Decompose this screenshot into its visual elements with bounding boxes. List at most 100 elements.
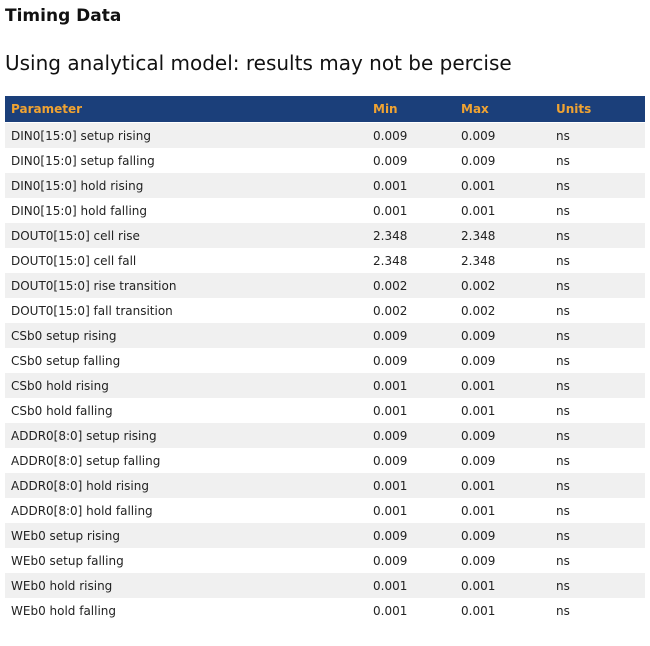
cell-units: ns [550, 348, 645, 373]
cell-max: 0.002 [455, 298, 550, 323]
timing-data-table: Parameter Min Max Units DIN0[15:0] setup… [5, 96, 645, 623]
cell-min: 0.001 [367, 473, 455, 498]
cell-units: ns [550, 298, 645, 323]
cell-units: ns [550, 273, 645, 298]
table-row: ADDR0[8:0] setup rising 0.009 0.009 ns [5, 423, 645, 448]
cell-units: ns [550, 248, 645, 273]
table-body: DIN0[15:0] setup rising 0.009 0.009 ns D… [5, 123, 645, 623]
cell-min: 0.009 [367, 123, 455, 148]
cell-parameter: DIN0[15:0] setup rising [5, 123, 367, 148]
cell-units: ns [550, 323, 645, 348]
cell-min: 2.348 [367, 248, 455, 273]
cell-max: 0.002 [455, 273, 550, 298]
table-row: CSb0 hold falling 0.001 0.001 ns [5, 398, 645, 423]
table-row: WEb0 setup falling 0.009 0.009 ns [5, 548, 645, 573]
table-header-row: Parameter Min Max Units [5, 96, 645, 123]
cell-units: ns [550, 498, 645, 523]
cell-min: 0.001 [367, 498, 455, 523]
column-header-max: Max [455, 96, 550, 123]
table-row: DIN0[15:0] hold falling 0.001 0.001 ns [5, 198, 645, 223]
cell-parameter: DOUT0[15:0] rise transition [5, 273, 367, 298]
table-row: DIN0[15:0] setup falling 0.009 0.009 ns [5, 148, 645, 173]
cell-parameter: ADDR0[8:0] hold falling [5, 498, 367, 523]
cell-parameter: ADDR0[8:0] hold rising [5, 473, 367, 498]
cell-units: ns [550, 173, 645, 198]
cell-max: 0.001 [455, 398, 550, 423]
cell-max: 0.001 [455, 573, 550, 598]
cell-max: 0.009 [455, 448, 550, 473]
table-row: DIN0[15:0] setup rising 0.009 0.009 ns [5, 123, 645, 148]
cell-min: 0.001 [367, 198, 455, 223]
cell-parameter: DIN0[15:0] setup falling [5, 148, 367, 173]
table-row: DOUT0[15:0] rise transition 0.002 0.002 … [5, 273, 645, 298]
cell-max: 0.001 [455, 198, 550, 223]
cell-min: 0.009 [367, 348, 455, 373]
cell-units: ns [550, 423, 645, 448]
cell-min: 0.001 [367, 173, 455, 198]
cell-units: ns [550, 223, 645, 248]
cell-units: ns [550, 373, 645, 398]
cell-units: ns [550, 398, 645, 423]
cell-min: 0.009 [367, 548, 455, 573]
table-row: DIN0[15:0] hold rising 0.001 0.001 ns [5, 173, 645, 198]
cell-min: 0.002 [367, 273, 455, 298]
table-row: DOUT0[15:0] cell fall 2.348 2.348 ns [5, 248, 645, 273]
cell-min: 0.009 [367, 448, 455, 473]
cell-min: 0.001 [367, 598, 455, 623]
cell-parameter: CSb0 hold falling [5, 398, 367, 423]
column-header-parameter: Parameter [5, 96, 367, 123]
column-header-min: Min [367, 96, 455, 123]
cell-max: 0.001 [455, 373, 550, 398]
cell-min: 0.009 [367, 523, 455, 548]
cell-max: 0.009 [455, 548, 550, 573]
cell-min: 0.009 [367, 423, 455, 448]
cell-units: ns [550, 598, 645, 623]
cell-parameter: CSb0 setup falling [5, 348, 367, 373]
cell-parameter: CSb0 hold rising [5, 373, 367, 398]
table-row: CSb0 hold rising 0.001 0.001 ns [5, 373, 645, 398]
table-row: ADDR0[8:0] hold falling 0.001 0.001 ns [5, 498, 645, 523]
cell-max: 0.001 [455, 473, 550, 498]
cell-units: ns [550, 448, 645, 473]
table-row: WEb0 setup rising 0.009 0.009 ns [5, 523, 645, 548]
cell-parameter: DOUT0[15:0] cell fall [5, 248, 367, 273]
cell-min: 0.001 [367, 573, 455, 598]
cell-parameter: WEb0 setup falling [5, 548, 367, 573]
cell-max: 0.009 [455, 423, 550, 448]
cell-max: 2.348 [455, 248, 550, 273]
table-row: CSb0 setup falling 0.009 0.009 ns [5, 348, 645, 373]
cell-max: 0.001 [455, 498, 550, 523]
cell-min: 0.009 [367, 323, 455, 348]
cell-min: 0.001 [367, 398, 455, 423]
cell-max: 0.009 [455, 148, 550, 173]
table-row: ADDR0[8:0] setup falling 0.009 0.009 ns [5, 448, 645, 473]
table-row: DOUT0[15:0] cell rise 2.348 2.348 ns [5, 223, 645, 248]
cell-parameter: WEb0 hold rising [5, 573, 367, 598]
cell-units: ns [550, 548, 645, 573]
cell-parameter: ADDR0[8:0] setup falling [5, 448, 367, 473]
cell-units: ns [550, 573, 645, 598]
table-row: DOUT0[15:0] fall transition 0.002 0.002 … [5, 298, 645, 323]
table-row: WEb0 hold rising 0.001 0.001 ns [5, 573, 645, 598]
cell-parameter: ADDR0[8:0] setup rising [5, 423, 367, 448]
cell-parameter: WEb0 setup rising [5, 523, 367, 548]
page-title: Timing Data [5, 6, 122, 26]
table-row: CSb0 setup rising 0.009 0.009 ns [5, 323, 645, 348]
page-subtitle: Using analytical model: results may not … [5, 51, 512, 75]
cell-parameter: CSb0 setup rising [5, 323, 367, 348]
cell-max: 0.001 [455, 598, 550, 623]
cell-parameter: DIN0[15:0] hold falling [5, 198, 367, 223]
table-row: WEb0 hold falling 0.001 0.001 ns [5, 598, 645, 623]
cell-min: 0.009 [367, 148, 455, 173]
cell-max: 0.001 [455, 173, 550, 198]
cell-units: ns [550, 473, 645, 498]
cell-max: 0.009 [455, 523, 550, 548]
cell-parameter: WEb0 hold falling [5, 598, 367, 623]
cell-max: 0.009 [455, 123, 550, 148]
cell-units: ns [550, 523, 645, 548]
column-header-units: Units [550, 96, 645, 123]
cell-parameter: DOUT0[15:0] cell rise [5, 223, 367, 248]
cell-min: 0.001 [367, 373, 455, 398]
cell-units: ns [550, 198, 645, 223]
table-row: ADDR0[8:0] hold rising 0.001 0.001 ns [5, 473, 645, 498]
